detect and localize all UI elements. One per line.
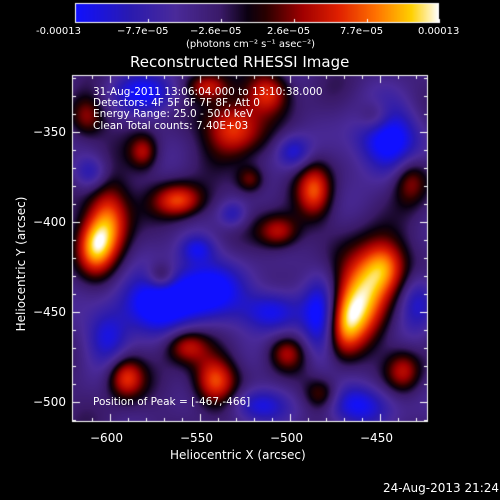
- x-axis-label: Heliocentric X (arcsec): [170, 448, 306, 462]
- y-tick-label: −450: [33, 305, 66, 319]
- colorbar-unit-label: (photons cm⁻² s⁻¹ asec⁻²): [186, 39, 316, 50]
- x-tick-label: −550: [180, 431, 213, 445]
- annotation-detectors: Detectors: 4F 5F 6F 7F 8F, Att 0: [93, 97, 260, 109]
- colorbar-tick-label: 0.00013: [418, 26, 460, 37]
- annotation-energy-range: Energy Range: 25.0 - 50.0 keV: [93, 108, 254, 120]
- colorbar-tick-label: -0.00013: [36, 26, 81, 37]
- y-axis-label: Heliocentric Y (arcsec): [14, 196, 28, 332]
- x-tick-label: −600: [90, 431, 123, 445]
- x-tick-label: −500: [270, 431, 303, 445]
- y-tick-label: −500: [33, 395, 66, 409]
- y-tick-label: −350: [33, 125, 66, 139]
- colorbar-tick-label: −2.6e−05: [190, 26, 242, 37]
- footer-timestamp: 24-Aug-2013 21:24: [383, 481, 500, 495]
- annotation-counts: Clean Total counts: 7.40E+03: [93, 120, 249, 132]
- colorbar-tick-label: −7.7e−05: [117, 26, 169, 37]
- annotation-peak-position: Position of Peak = [-467,-466]: [93, 396, 251, 408]
- plot-title: Reconstructed RHESSI Image: [130, 53, 350, 71]
- colorbar-tick-label: 7.7e−05: [340, 26, 384, 37]
- y-tick-label: −400: [33, 215, 66, 229]
- x-tick-label: −450: [360, 431, 393, 445]
- annotation-time-range: 31-Aug-2011 13:06:04.000 to 13:10:38.000: [93, 86, 323, 98]
- colorbar-tick-label: 2.6e−05: [267, 26, 311, 37]
